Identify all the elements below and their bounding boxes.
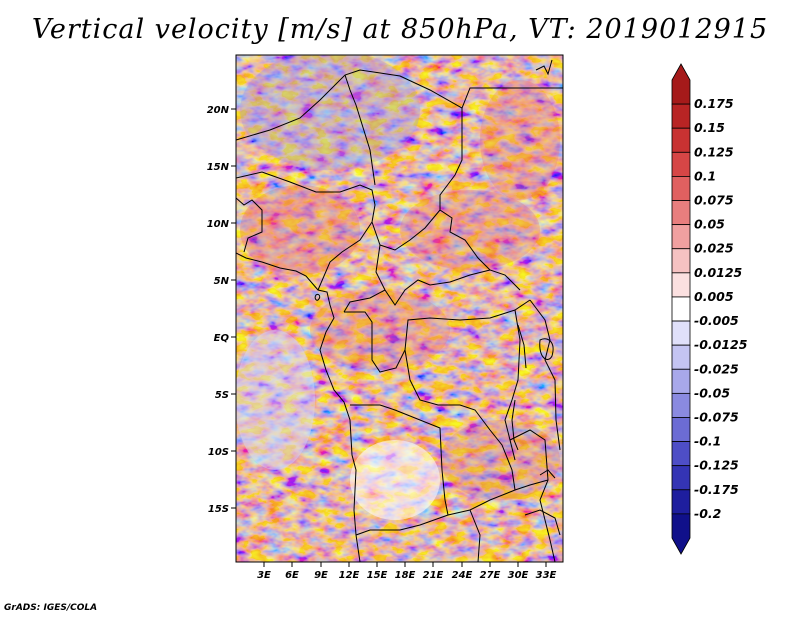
colorbar-label: -0.2 [694,506,721,521]
colorbar-swatch [671,344,691,370]
lon-label: 12E [339,570,360,581]
colorbar-label: 0.005 [694,289,734,304]
colorbar-swatch [671,489,691,515]
velocity-field [236,55,563,562]
colorbar-swatch [671,441,691,467]
lon-label: 21E [423,570,444,581]
lon-label: 18E [395,570,416,581]
lon-label: 3E [257,570,271,581]
colorbar-label: 0.05 [694,217,725,232]
colorbar-label: -0.175 [694,482,739,497]
colorbar-swatch [671,127,691,153]
colorbar-label: -0.1 [694,434,721,449]
lon-label: 30E [508,570,529,581]
colorbar-swatch [671,151,691,177]
colorbar-label: 0.125 [694,144,734,159]
lat-label: 5N [214,276,230,287]
colorbar-label: 0.15 [694,120,725,135]
colorbar-label: -0.0125 [694,337,748,352]
borders-and-coastlines [236,59,563,562]
colorbar-label: -0.125 [694,458,739,473]
lat-label: 15S [208,504,229,515]
credit-text: GrADS: IGES/COLA [4,603,98,613]
colorbar-label: -0.075 [694,409,739,424]
colorbar-label: -0.025 [694,361,739,376]
colorbar-label: 0.025 [694,241,734,256]
colorbar-label: 0.075 [694,193,734,208]
lat-ticks [231,108,236,509]
lon-ticks [263,562,547,567]
map-frame [235,54,564,563]
lon-label: 15E [367,570,388,581]
colorbar-swatch [671,200,691,226]
lat-label: 15N [207,162,230,173]
lat-label: 5S [215,390,229,401]
colorbar-swatch [671,296,691,322]
lat-label: 20N [207,105,230,116]
colorbar-swatch [671,392,691,418]
colorbar-label: -0.05 [694,385,730,400]
colorbar-swatch [671,63,691,105]
lon-label: 33E [536,570,557,581]
colorbar-swatch [671,513,691,555]
lon-label: 6E [285,570,299,581]
colorbar-swatch [671,320,691,346]
lat-label: EQ [214,333,230,344]
colorbar-label: 0.0125 [694,265,743,280]
colorbar-swatch [671,248,691,274]
colorbar-label: 0.175 [694,96,734,111]
lat-label: 10N [207,219,230,230]
colorbar-swatch [671,176,691,201]
lon-label: 9E [314,570,328,581]
colorbar-swatch [671,417,691,442]
map-title: Vertical velocity [m/s] at 850hPa, VT: 2… [31,14,769,45]
colorbar-label: -0.005 [694,313,739,328]
lon-label: 27E [480,570,501,581]
lon-label: 24E [452,570,473,581]
colorbar-swatch [671,272,691,298]
colorbar-swatch [671,103,691,129]
lon-labels: 3E 6E 9E 12E 15E 18E 21E 24E 27E 30E 33E [257,570,556,581]
lat-label: 10S [208,447,229,458]
colorbar: 0.175 0.15 0.125 0.1 0.075 0.05 0.025 0.0125 0.0… [671,63,748,555]
lat-labels: 20N 15N 10N 5N EQ 5S 10S 15S [207,105,230,515]
colorbar-swatch [671,224,691,250]
colorbar-swatch [671,465,691,491]
colorbar-label: 0.1 [694,168,716,183]
colorbar-swatch [671,368,691,394]
